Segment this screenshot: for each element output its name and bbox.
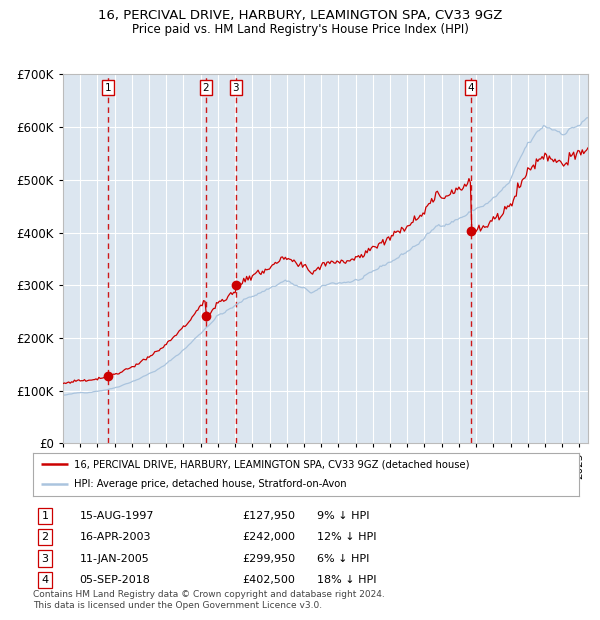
Text: 4: 4 (467, 82, 474, 92)
Text: 12% ↓ HPI: 12% ↓ HPI (317, 532, 376, 542)
Text: 1: 1 (105, 82, 112, 92)
Text: 11-JAN-2005: 11-JAN-2005 (79, 554, 149, 564)
Text: 18% ↓ HPI: 18% ↓ HPI (317, 575, 376, 585)
Text: 3: 3 (41, 554, 49, 564)
Text: 15-AUG-1997: 15-AUG-1997 (79, 511, 154, 521)
Text: 05-SEP-2018: 05-SEP-2018 (79, 575, 150, 585)
Text: 16, PERCIVAL DRIVE, HARBURY, LEAMINGTON SPA, CV33 9GZ (detached house): 16, PERCIVAL DRIVE, HARBURY, LEAMINGTON … (74, 459, 469, 469)
Text: Price paid vs. HM Land Registry's House Price Index (HPI): Price paid vs. HM Land Registry's House … (131, 23, 469, 36)
Text: £402,500: £402,500 (242, 575, 295, 585)
Text: 16-APR-2003: 16-APR-2003 (79, 532, 151, 542)
Text: 6% ↓ HPI: 6% ↓ HPI (317, 554, 369, 564)
Text: HPI: Average price, detached house, Stratford-on-Avon: HPI: Average price, detached house, Stra… (74, 479, 347, 489)
Text: £242,000: £242,000 (242, 532, 295, 542)
Text: Contains HM Land Registry data © Crown copyright and database right 2024.: Contains HM Land Registry data © Crown c… (33, 590, 385, 600)
Text: 2: 2 (41, 532, 49, 542)
Text: 2: 2 (202, 82, 209, 92)
Text: 16, PERCIVAL DRIVE, HARBURY, LEAMINGTON SPA, CV33 9GZ: 16, PERCIVAL DRIVE, HARBURY, LEAMINGTON … (98, 9, 502, 22)
Text: 9% ↓ HPI: 9% ↓ HPI (317, 511, 370, 521)
Text: 1: 1 (41, 511, 49, 521)
Text: This data is licensed under the Open Government Licence v3.0.: This data is licensed under the Open Gov… (33, 601, 322, 611)
Text: £299,950: £299,950 (242, 554, 295, 564)
Text: £127,950: £127,950 (242, 511, 295, 521)
Text: 3: 3 (232, 82, 239, 92)
Text: 4: 4 (41, 575, 49, 585)
